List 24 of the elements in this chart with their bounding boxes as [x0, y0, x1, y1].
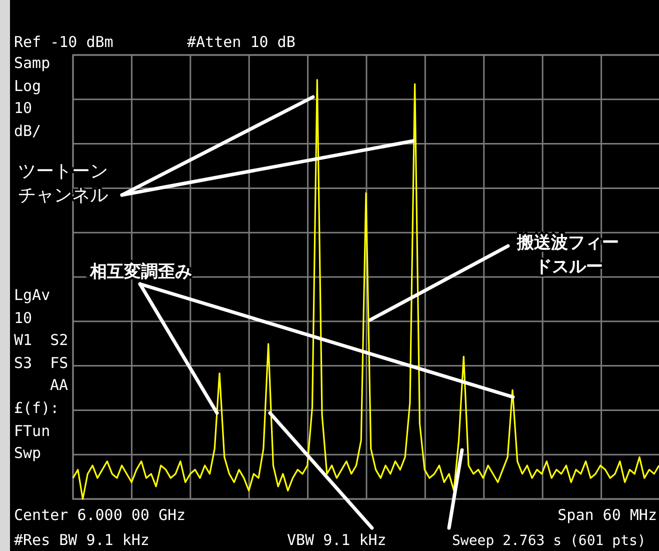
annotation: AA	[50, 376, 68, 394]
annotation: dB/	[14, 122, 42, 140]
annotation: #Res BW 9.1 kHz	[14, 531, 150, 549]
annotation: VBW 9.1 kHz	[287, 531, 386, 549]
annotation: 10	[14, 99, 32, 117]
annotation: S3 FS	[14, 354, 68, 372]
annotation: Span 60 MHz	[558, 506, 657, 524]
annotation: 搬送波フィー	[517, 233, 619, 253]
annotation: £(f):	[14, 399, 60, 417]
annotation: Ref -10 dBm	[14, 33, 114, 51]
annotation: Swp	[14, 444, 42, 462]
annotation: Log	[14, 77, 42, 95]
annotation: W1 S2	[14, 331, 68, 349]
annotation: 相互変調歪み	[90, 262, 192, 282]
annotation: Sweep 2.763 s (601 pts)	[452, 533, 646, 549]
annotation: LgAv	[14, 286, 50, 304]
annotation: チャンネル	[18, 185, 108, 206]
annotation: 10	[14, 309, 32, 327]
annotation: #Atten 10 dB	[187, 33, 296, 51]
annotation: ツートーン	[18, 161, 108, 182]
annotation: ドスルー	[535, 257, 603, 277]
annotation: Samp	[14, 54, 50, 72]
annotation: Center 6.000 00 GHz	[14, 506, 186, 524]
annotation: FTun	[14, 422, 50, 440]
